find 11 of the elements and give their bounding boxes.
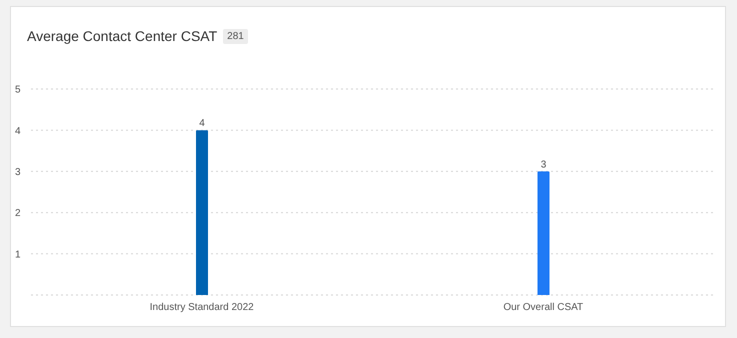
y-tick-label: 3: [15, 166, 21, 178]
y-tick-label: 2: [15, 208, 21, 220]
data-label: 4: [199, 118, 206, 130]
y-tick-label: 4: [15, 126, 21, 137]
y-tick-label: 5: [15, 84, 21, 96]
y-tick-label: 1: [15, 249, 21, 260]
data-label: 3: [540, 159, 547, 170]
x-tick-label: Industry Standard 2022: [150, 302, 254, 314]
x-tick-label: Our Overall CSAT: [503, 302, 584, 314]
text: 281: [223, 28, 248, 44]
chart-title: Average Contact Center CSAT: [27, 28, 218, 44]
